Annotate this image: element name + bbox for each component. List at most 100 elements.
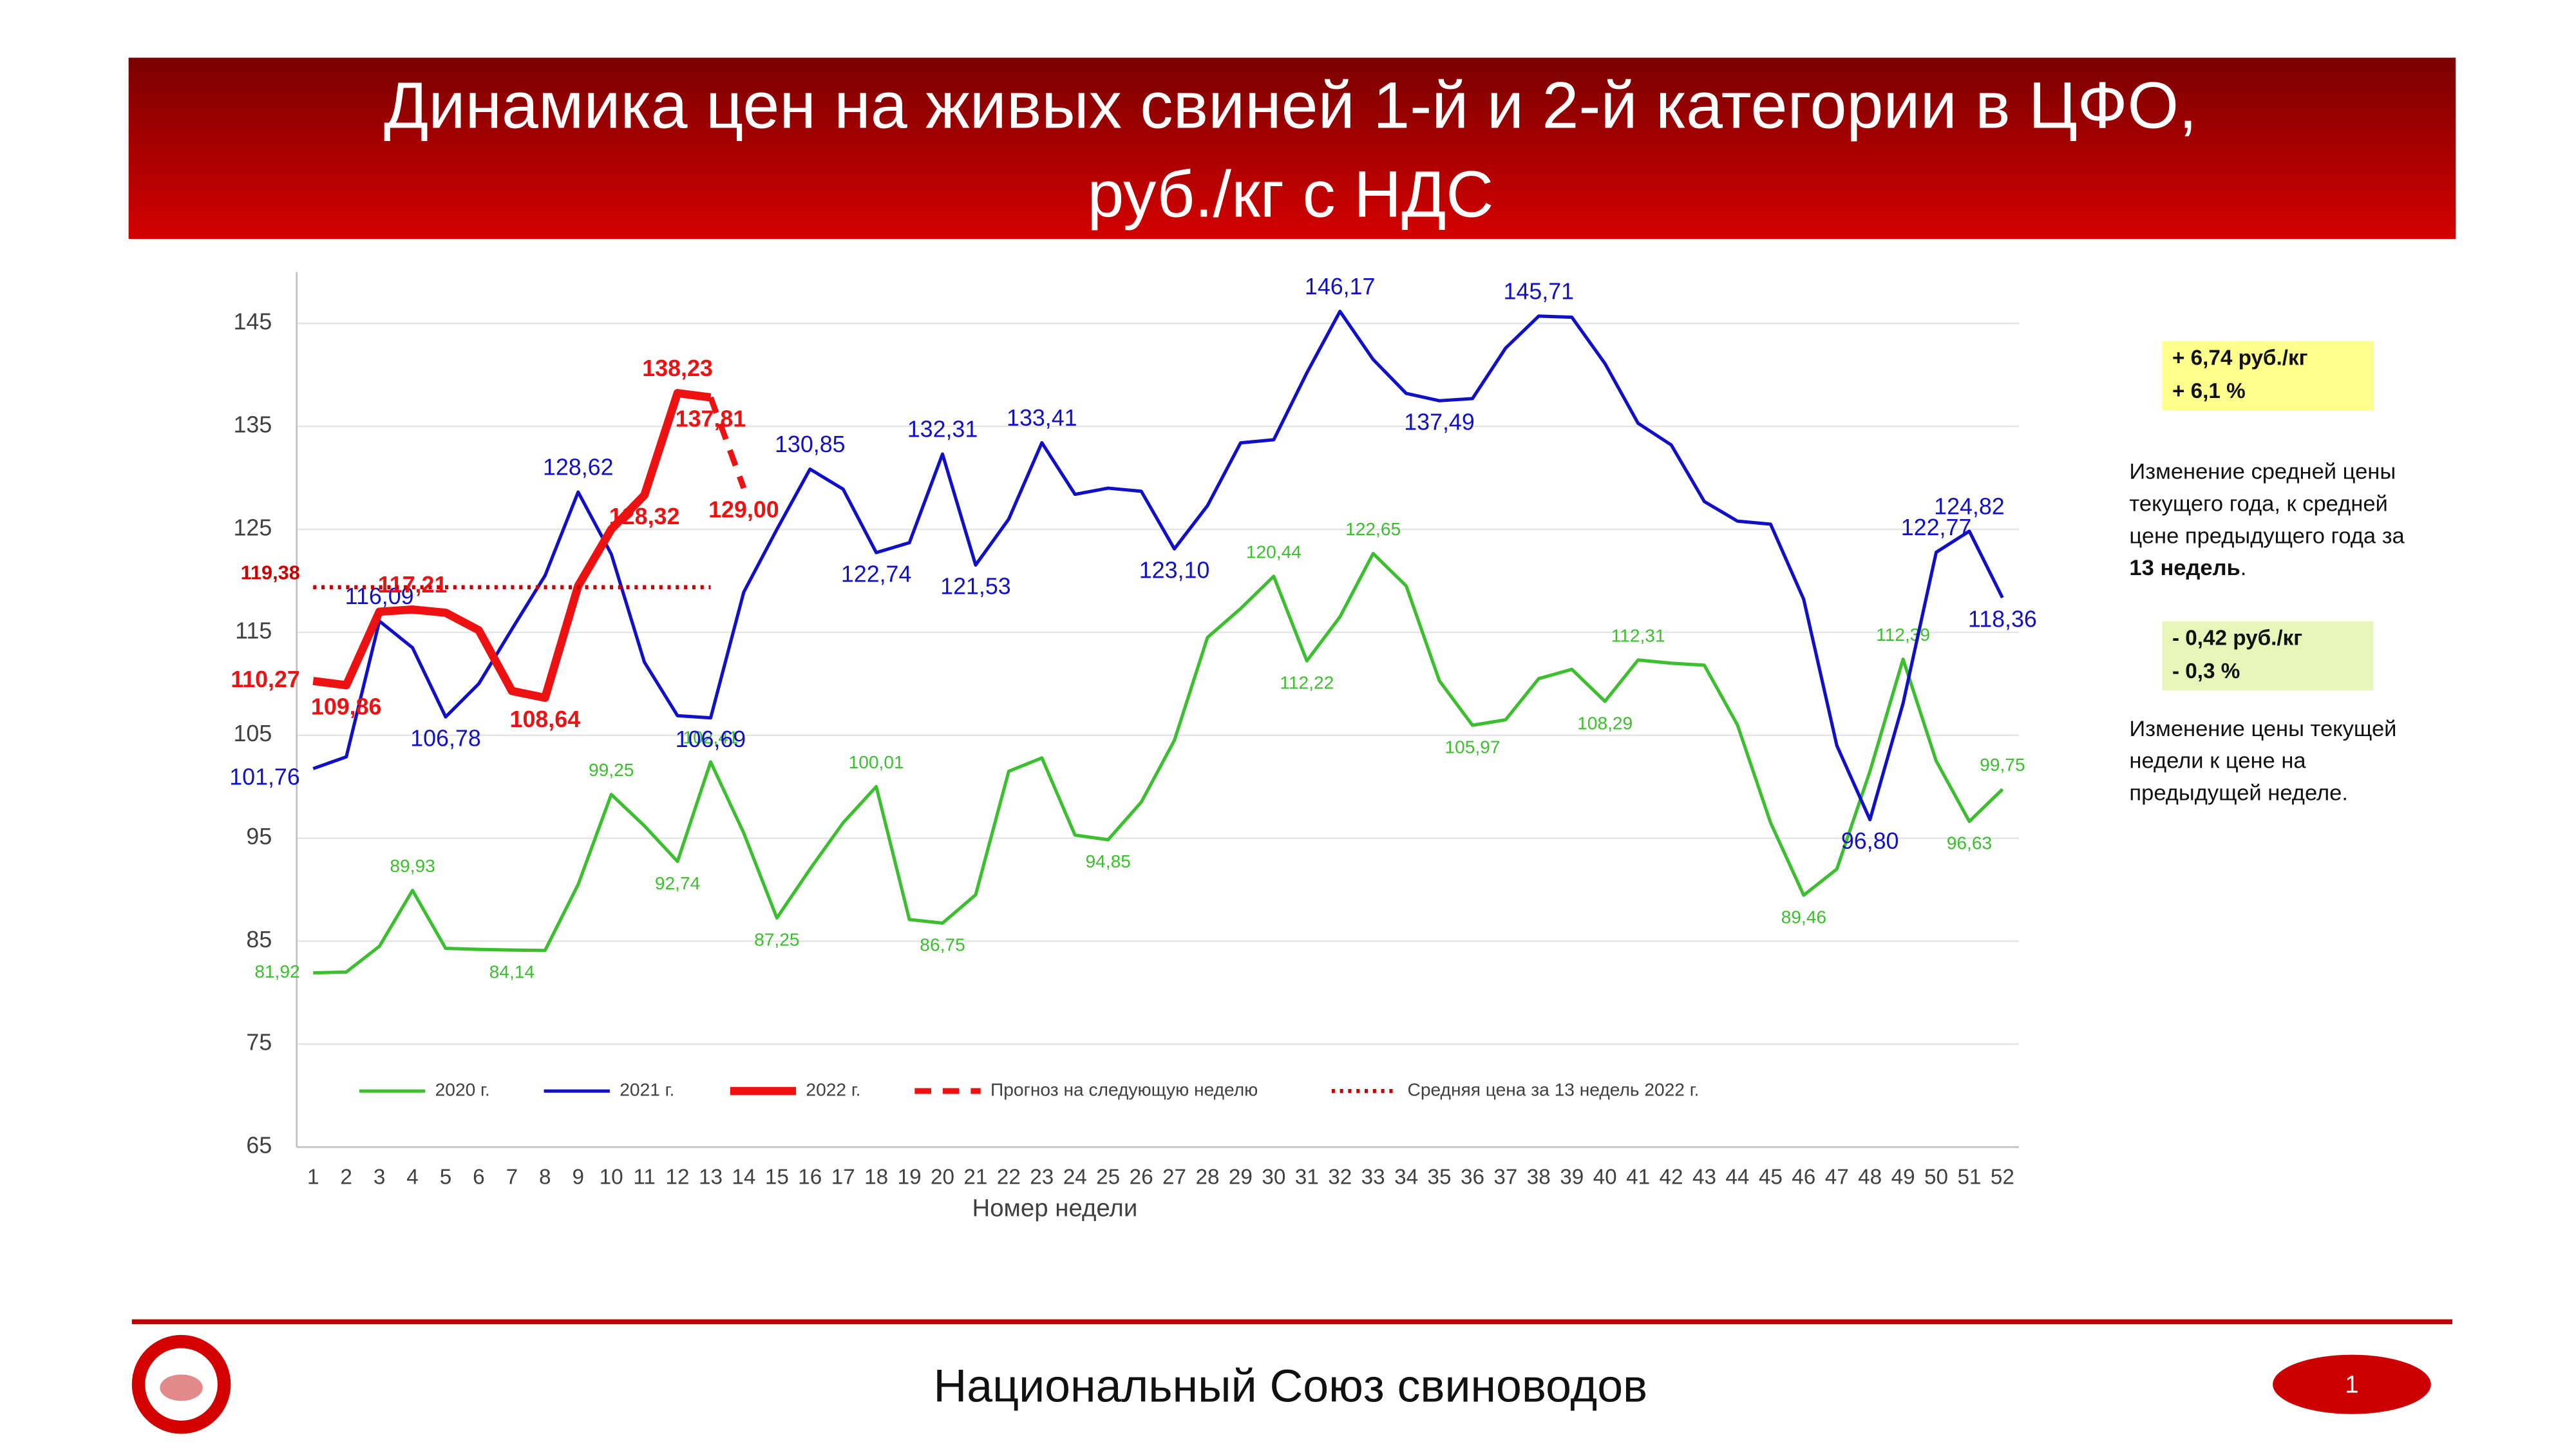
annotation-text: 13 недель. (2129, 556, 2246, 580)
series-line (312, 309, 2004, 822)
annotation-text: Изменение средней цены (2129, 460, 2396, 484)
data-label: 130,85 (775, 431, 846, 457)
x-tick-label: 8 (539, 1166, 551, 1189)
y-tick-label: 135 (234, 412, 272, 438)
data-label: 137,81 (676, 406, 746, 431)
x-tick-label: 28 (1195, 1166, 1219, 1189)
logo (131, 1334, 231, 1434)
annotation-box (2162, 621, 2374, 691)
data-label: 92,74 (655, 873, 700, 893)
annotation-text: недели к цене на (2129, 749, 2306, 773)
data-label: 99,75 (1980, 755, 2025, 775)
data-label: 96,80 (1841, 828, 1899, 854)
legend-label: Средняя цена за 13 недель 2022 г. (1408, 1080, 1700, 1100)
x-tick-label: 27 (1162, 1166, 1186, 1189)
data-label: 132,31 (907, 417, 978, 442)
data-label: 105,97 (1444, 737, 1500, 757)
data-label: 124,82 (1934, 493, 2005, 519)
x-tick-label: 42 (1660, 1166, 1683, 1189)
series-line (313, 551, 2004, 975)
data-label: 87,25 (754, 930, 799, 950)
data-label: 89,93 (390, 856, 435, 876)
x-axis-title: Номер недели (972, 1195, 1137, 1222)
y-tick-label: 85 (246, 927, 272, 952)
x-tick-label: 39 (1560, 1166, 1584, 1189)
annotation-text: Изменение цены текущей (2129, 717, 2396, 741)
data-label: 128,62 (543, 455, 614, 480)
x-tick-label: 14 (732, 1166, 755, 1189)
x-tick-label: 41 (1626, 1166, 1650, 1189)
x-tick-label: 45 (1759, 1166, 1783, 1189)
x-tick-label: 26 (1130, 1166, 1153, 1189)
legend-label: 2022 г. (806, 1080, 860, 1100)
chart-title: Динамика цен на живых свиней 1-й и 2-й к… (384, 68, 2197, 142)
data-label: 100,01 (849, 752, 904, 772)
data-label: 84,14 (489, 961, 535, 981)
annotation-value: - 0,42 руб./кг (2172, 627, 2302, 650)
data-label: 129,00 (708, 497, 779, 522)
x-tick-label: 4 (406, 1166, 419, 1189)
data-label: 96,63 (1947, 833, 1992, 853)
x-tick-label: 2 (340, 1166, 352, 1189)
annotation-text: предыдущей неделе. (2129, 781, 2348, 806)
x-tick-label: 20 (931, 1166, 954, 1189)
x-tick-label: 22 (997, 1166, 1021, 1189)
x-tick-label: 50 (1924, 1166, 1948, 1189)
x-tick-label: 1 (307, 1166, 319, 1189)
data-label: 122,65 (1345, 519, 1401, 539)
legend-label: 2020 г. (435, 1080, 490, 1100)
data-label: 145,71 (1504, 278, 1575, 304)
x-tick-label: 46 (1792, 1166, 1815, 1189)
data-label: 133,41 (1007, 405, 1077, 431)
chart-title: руб./кг с НДС (1087, 157, 1493, 231)
x-tick-label: 37 (1493, 1166, 1517, 1189)
data-label: 110,27 (231, 667, 300, 692)
data-label: 94,85 (1085, 851, 1130, 871)
x-tick-label: 16 (798, 1166, 822, 1189)
x-tick-label: 23 (1030, 1166, 1054, 1189)
data-label: 146,17 (1305, 274, 1376, 299)
data-label: 121,53 (940, 574, 1011, 600)
x-tick-label: 25 (1096, 1166, 1120, 1189)
annotation-box (2162, 341, 2374, 411)
y-tick-label: 75 (246, 1030, 272, 1056)
annotation-tail: . (2240, 556, 2247, 580)
x-tick-label: 21 (963, 1166, 987, 1189)
data-label: 112,39 (1876, 625, 1930, 645)
page-badge (2273, 1354, 2431, 1414)
series-line (312, 389, 712, 702)
x-tick-label: 49 (1891, 1166, 1915, 1189)
data-label: 101,76 (229, 764, 300, 790)
x-tick-label: 48 (1858, 1166, 1882, 1189)
data-label: 122,77 (1901, 515, 1972, 540)
x-tick-label: 31 (1295, 1166, 1319, 1189)
data-label: 138,23 (642, 355, 713, 381)
data-label: 137,49 (1404, 410, 1475, 435)
annotation-text: цене предыдущего года за (2129, 524, 2405, 548)
data-label: 117,21 (378, 572, 448, 598)
x-tick-label: 15 (765, 1166, 789, 1189)
x-tick-label: 40 (1593, 1166, 1617, 1189)
data-label: 112,22 (1280, 673, 1334, 693)
x-tick-label: 17 (831, 1166, 855, 1189)
data-label: 112,31 (1611, 625, 1665, 645)
x-tick-label: 19 (898, 1166, 922, 1189)
x-tick-label: 44 (1725, 1166, 1749, 1189)
data-label: 106,78 (410, 726, 481, 752)
data-label: 108,64 (510, 706, 581, 732)
x-tick-label: 5 (440, 1166, 452, 1189)
page-number: 1 (2345, 1370, 2358, 1398)
title-banner (128, 57, 2456, 240)
x-tick-label: 9 (572, 1166, 584, 1189)
x-tick-label: 34 (1394, 1166, 1418, 1189)
x-tick-label: 38 (1527, 1166, 1551, 1189)
series-line (708, 396, 747, 489)
y-tick-label: 145 (234, 309, 272, 335)
annotation-value: + 6,74 руб./кг (2172, 346, 2307, 370)
data-label: 120,44 (1246, 542, 1302, 562)
data-label: 99,25 (589, 760, 634, 780)
legend-label: Прогноз на следующую неделю (990, 1080, 1258, 1100)
x-tick-label: 29 (1229, 1166, 1253, 1189)
